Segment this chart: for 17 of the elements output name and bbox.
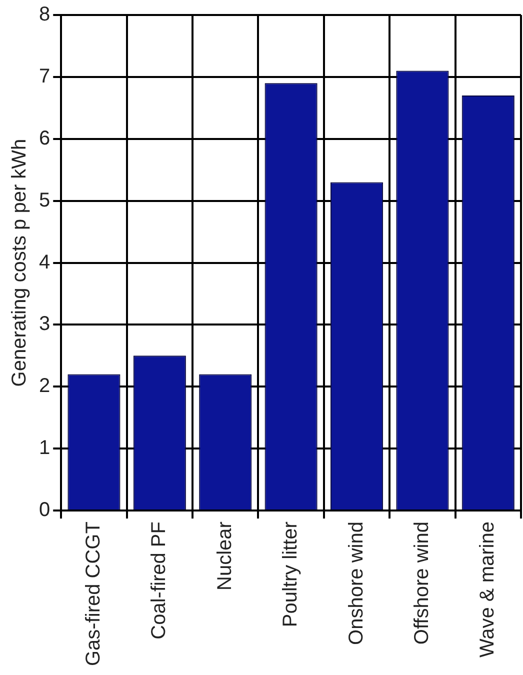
x-tick-label: Poultry litter [280,521,302,628]
x-tick-label: Onshore wind [345,522,368,645]
y-axis-title: Generating costs p per kWh [8,138,31,387]
y-tick-label: 5 [39,189,50,212]
x-tick-label: Nuclear [214,521,236,590]
x-tick-label: Coal-fired PF [148,522,170,640]
y-tick-label: 2 [39,375,50,398]
y-tick-label: 6 [39,127,50,150]
y-tick-label: 8 [39,4,50,26]
x-tick-label: Offshore wind [410,522,433,645]
y-tick-label: 1 [39,437,50,460]
y-tick-label: 3 [39,313,50,336]
x-tick-label: Wave & marine [476,522,499,658]
x-tick-label: Gas-fired CCGT [82,522,104,666]
y-tick-label: 4 [39,251,50,274]
y-tick-label: 0 [39,499,50,522]
y-tick-label: 7 [39,65,50,88]
